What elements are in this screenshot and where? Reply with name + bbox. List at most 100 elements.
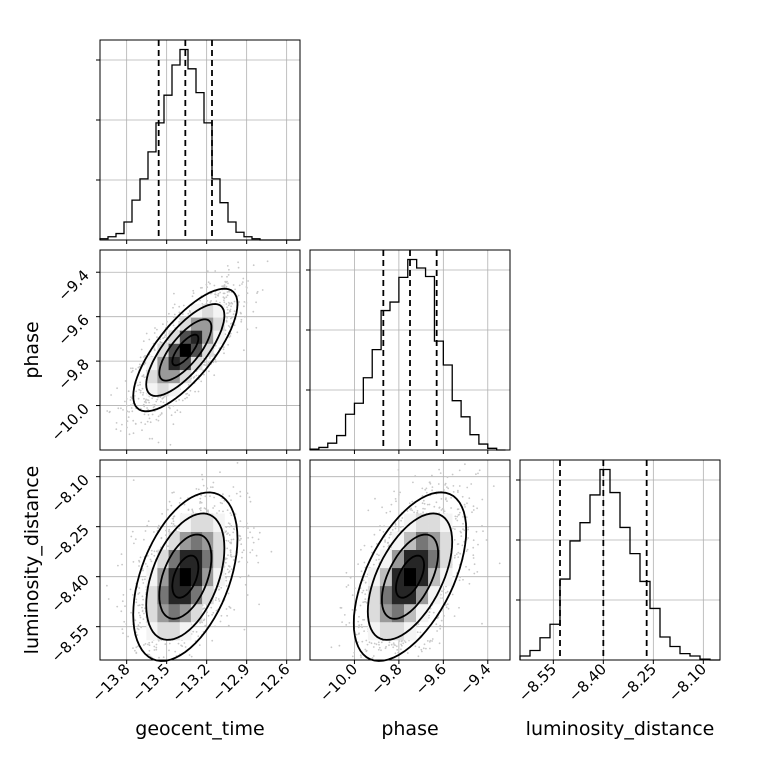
joint-geocent-time-phase-point xyxy=(148,417,151,420)
joint-geocent-time-phase-point xyxy=(206,286,209,289)
joint-geocent-time-phase-point xyxy=(204,364,207,366)
joint-geocent-time-luminosity-distance-point xyxy=(143,612,145,615)
joint-geocent-time-phase-point xyxy=(222,346,225,349)
joint-phase-luminosity-distance-point xyxy=(451,473,454,476)
joint-geocent-time-phase-density-cell xyxy=(202,317,214,331)
joint-geocent-time-phase-point xyxy=(226,275,228,278)
joint-geocent-time-phase-point xyxy=(143,397,145,400)
joint-phase-luminosity-distance-point xyxy=(391,529,394,531)
joint-phase-luminosity-distance-point xyxy=(358,624,360,627)
joint-phase-luminosity-distance-point xyxy=(459,552,462,555)
joint-phase-luminosity-distance-density-cell xyxy=(379,621,393,641)
joint-phase-luminosity-distance-point xyxy=(358,632,360,635)
joint-geocent-time-luminosity-distance-point xyxy=(251,536,254,539)
joint-geocent-time-luminosity-distance-point xyxy=(207,614,210,617)
joint-geocent-time-phase-point xyxy=(227,325,230,327)
joint-geocent-time-phase-point xyxy=(178,321,181,323)
joint-phase-luminosity-distance-point xyxy=(370,642,373,645)
joint-phase-luminosity-distance-point xyxy=(458,485,461,487)
joint-geocent-time-phase-density-cell xyxy=(213,304,225,318)
joint-phase-luminosity-distance-point xyxy=(364,648,367,651)
joint-geocent-time-phase-point xyxy=(181,399,184,402)
joint-geocent-time-phase-point xyxy=(230,322,232,325)
joint-phase-luminosity-distance-point xyxy=(443,489,445,491)
joint-phase-luminosity-distance-point xyxy=(459,576,461,579)
joint-geocent-time-phase-point xyxy=(172,306,174,309)
joint-geocent-time-phase-point xyxy=(160,400,162,403)
joint-geocent-time-luminosity-distance-point xyxy=(248,496,251,499)
joint-phase-luminosity-distance-point xyxy=(482,530,484,533)
joint-geocent-time-luminosity-distance-point xyxy=(229,523,231,525)
joint-phase-luminosity-distance-point xyxy=(397,469,400,471)
joint-phase-luminosity-distance-point xyxy=(428,503,431,506)
joint-geocent-time-luminosity-distance-point xyxy=(221,502,224,505)
joint-geocent-time-phase-point xyxy=(215,361,217,363)
joint-phase-luminosity-distance-point xyxy=(468,582,471,585)
joint-phase-luminosity-distance-point xyxy=(468,568,471,571)
joint-geocent-time-phase-point xyxy=(153,348,156,351)
joint-geocent-time-luminosity-distance-point xyxy=(227,540,230,542)
joint-geocent-time-phase-point xyxy=(108,411,111,414)
joint-phase-luminosity-distance-point xyxy=(417,655,420,658)
joint-geocent-time-luminosity-distance-point xyxy=(214,599,217,601)
joint-phase-luminosity-distance-point xyxy=(452,485,455,487)
joint-geocent-time-luminosity-distance-point xyxy=(215,609,218,612)
joint-geocent-time-luminosity-distance-density-cell xyxy=(213,549,225,569)
joint-phase-luminosity-distance-point xyxy=(450,496,452,499)
joint-phase-luminosity-distance-point xyxy=(371,551,373,554)
joint-geocent-time-phase-point xyxy=(179,411,182,414)
joint-geocent-time-luminosity-distance-point xyxy=(257,538,260,541)
joint-phase-luminosity-distance-point xyxy=(401,517,404,519)
joint-phase-luminosity-distance-point xyxy=(441,590,443,593)
ytick-label-phase: −9.4 xyxy=(54,266,92,304)
joint-geocent-time-luminosity-distance-point xyxy=(253,527,255,529)
joint-geocent-time-luminosity-distance-point xyxy=(137,624,140,627)
xlabel-geocent-time: geocent_time xyxy=(135,718,264,740)
joint-geocent-time-phase-point xyxy=(153,332,156,334)
joint-geocent-time-phase-point xyxy=(137,384,139,387)
joint-geocent-time-luminosity-distance-point xyxy=(223,499,226,502)
joint-phase-luminosity-distance-point xyxy=(475,473,477,476)
joint-geocent-time-phase-contour xyxy=(145,303,226,397)
joint-phase-luminosity-distance-point xyxy=(365,650,368,653)
joint-geocent-time-phase-point xyxy=(229,326,231,328)
joint-geocent-time-phase-point xyxy=(189,310,191,313)
joint-geocent-time-luminosity-distance-point xyxy=(157,527,160,529)
joint-geocent-time-phase-point xyxy=(225,320,228,323)
joint-geocent-time-phase-point xyxy=(130,371,133,373)
joint-geocent-time-phase-point xyxy=(246,328,249,331)
hist-luminosity-distance-step xyxy=(519,468,720,661)
joint-phase-luminosity-distance-point xyxy=(363,561,366,564)
joint-geocent-time-phase-point xyxy=(226,294,229,297)
joint-geocent-time-luminosity-distance-density-cell xyxy=(157,621,169,641)
joint-phase-luminosity-distance-point xyxy=(443,615,445,617)
joint-geocent-time-phase-point xyxy=(213,374,216,377)
joint-geocent-time-luminosity-distance-point xyxy=(228,565,231,568)
joint-phase-luminosity-distance-point xyxy=(470,483,473,485)
joint-phase-luminosity-distance-border xyxy=(309,459,511,661)
joint-geocent-time-phase-point xyxy=(139,356,142,359)
joint-geocent-time-phase-point xyxy=(176,409,179,412)
joint-geocent-time-phase-point xyxy=(256,292,258,294)
joint-geocent-time-luminosity-distance-point xyxy=(230,553,232,556)
joint-phase-luminosity-distance-point xyxy=(381,506,383,509)
joint-phase-luminosity-distance-point xyxy=(411,509,414,512)
joint-geocent-time-luminosity-distance-point xyxy=(162,656,165,659)
joint-geocent-time-luminosity-distance-point xyxy=(226,509,229,511)
joint-phase-luminosity-distance-point xyxy=(475,530,478,533)
joint-geocent-time-luminosity-distance-point xyxy=(247,527,249,529)
joint-geocent-time-luminosity-distance-point xyxy=(173,491,175,494)
hist-geocent-time-bg xyxy=(100,40,300,240)
hist-phase-step xyxy=(309,258,506,451)
joint-phase-luminosity-distance-point xyxy=(445,497,447,500)
joint-geocent-time-phase-point xyxy=(232,315,235,318)
joint-geocent-time-luminosity-distance-point xyxy=(236,462,239,464)
joint-phase-luminosity-distance-point xyxy=(365,589,368,592)
joint-geocent-time-luminosity-distance-point xyxy=(232,486,235,488)
joint-geocent-time-phase-point xyxy=(208,370,210,373)
joint-phase-luminosity-distance-point xyxy=(429,647,431,650)
joint-geocent-time-luminosity-distance-point xyxy=(202,619,205,622)
joint-phase-luminosity-distance-point xyxy=(465,516,468,518)
joint-phase-luminosity-distance-point xyxy=(384,647,387,650)
joint-geocent-time-phase-point xyxy=(182,304,185,307)
